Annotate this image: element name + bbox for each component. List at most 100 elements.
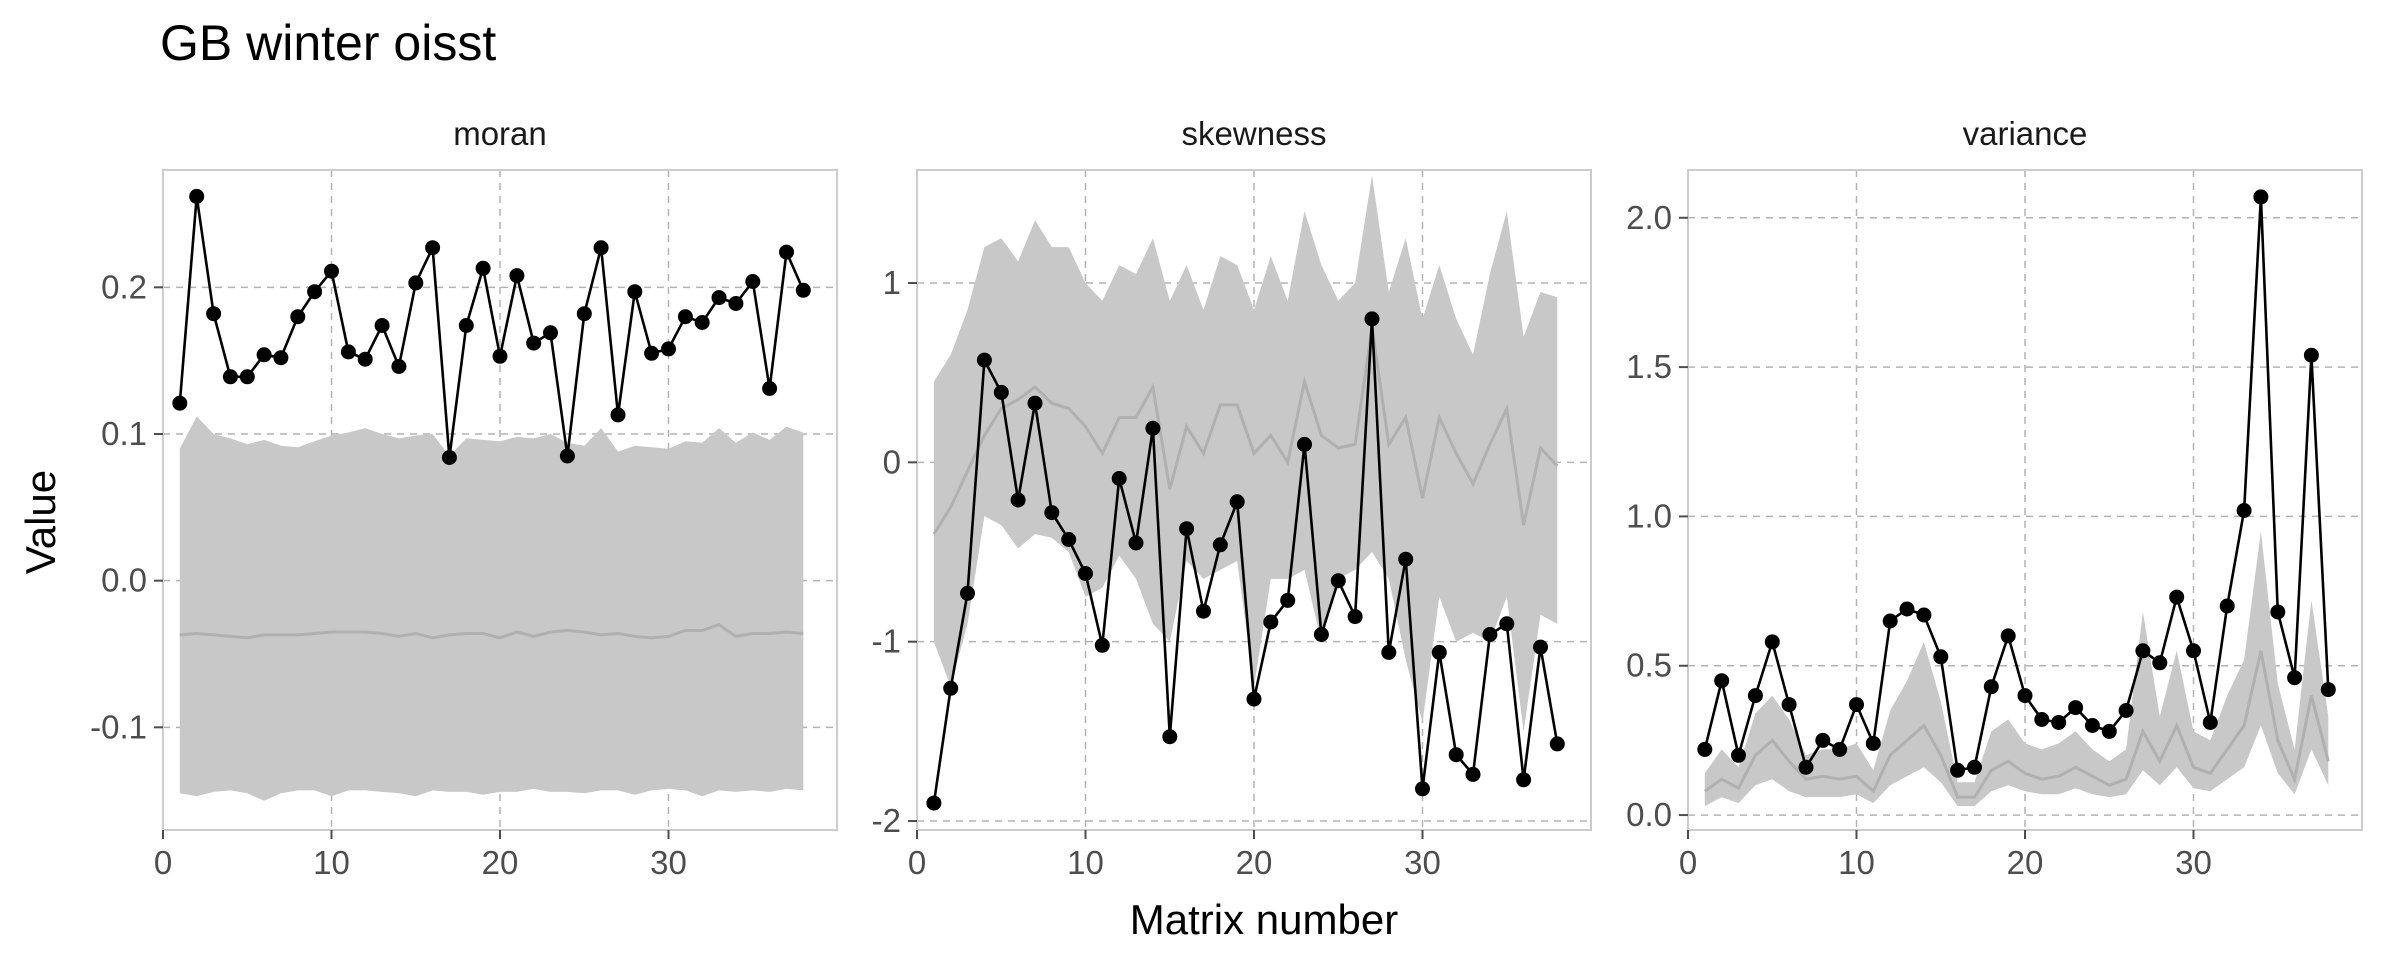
strip-label-skewness: skewness — [1182, 115, 1327, 152]
y-tick-label: -0.1 — [90, 708, 147, 745]
data-point — [2219, 598, 2235, 614]
median-line — [1703, 650, 2330, 799]
data-point — [2152, 655, 2168, 671]
data-point — [1044, 505, 1060, 521]
data-point — [1832, 741, 1848, 757]
data-point — [2118, 703, 2134, 718]
strip-label-variance: variance — [1963, 115, 2088, 152]
observed-line — [932, 318, 1559, 804]
data-point — [1078, 566, 1093, 581]
data-point — [1280, 592, 1296, 608]
x-tick-label: 10 — [313, 844, 350, 881]
data-point — [172, 395, 188, 411]
data-point — [1933, 649, 1949, 665]
data-point — [1027, 395, 1043, 411]
data-point — [1381, 644, 1397, 660]
data-point — [1229, 494, 1245, 510]
data-point — [728, 296, 744, 311]
data-point — [1061, 532, 1077, 547]
data-point — [290, 309, 306, 325]
data-point — [779, 244, 794, 260]
data-point — [2253, 189, 2269, 205]
x-tick-label: 0 — [1679, 844, 1697, 881]
data-point — [1549, 736, 1565, 752]
envelope-band — [179, 416, 804, 801]
x-tick-label: 0 — [908, 844, 926, 881]
data-point — [2051, 715, 2067, 730]
data-point — [374, 318, 390, 333]
data-point — [458, 318, 474, 333]
data-point — [960, 585, 975, 601]
data-point — [1128, 535, 1144, 551]
y-tick-label: 0 — [883, 443, 901, 480]
data-point — [1916, 607, 1932, 623]
data-point — [661, 341, 676, 357]
data-point — [1950, 762, 1966, 778]
x-tick-label: 30 — [650, 844, 687, 881]
data-point — [1263, 614, 1279, 630]
data-point — [1967, 759, 1982, 775]
y-tick-label: 0.0 — [101, 562, 147, 599]
median-line — [932, 327, 1559, 535]
y-tick-label: -2 — [872, 802, 901, 839]
data-point — [543, 325, 558, 341]
data-point — [2068, 700, 2084, 716]
x-tick-label: 20 — [1236, 844, 1273, 881]
data-point — [509, 268, 525, 284]
data-point — [1465, 766, 1481, 782]
x-tick-label: 30 — [2175, 844, 2212, 881]
data-point — [307, 284, 323, 300]
data-point — [408, 275, 424, 291]
data-point — [425, 240, 441, 256]
x-tick-label: 20 — [482, 844, 519, 881]
data-point — [324, 263, 339, 279]
data-point — [1499, 616, 1515, 632]
x-tick-label: 10 — [1838, 844, 1875, 881]
data-point — [677, 309, 693, 325]
y-axis-title: Value — [17, 470, 64, 574]
data-point — [1815, 732, 1831, 748]
y-tick-label: 0.1 — [101, 415, 147, 452]
data-point — [256, 347, 272, 363]
data-point — [206, 306, 222, 322]
data-point — [475, 260, 491, 276]
data-point — [1798, 759, 1814, 775]
data-point — [1347, 609, 1363, 625]
data-point — [2000, 628, 2016, 644]
data-point — [1145, 420, 1161, 436]
data-point — [644, 345, 660, 361]
data-point — [993, 384, 1009, 400]
data-point — [1747, 688, 1763, 704]
data-point — [1983, 679, 1999, 695]
data-point — [1398, 551, 1414, 567]
y-tick-label: 0.5 — [1626, 647, 1672, 684]
x-tick-label: 20 — [2007, 844, 2044, 881]
data-point — [559, 448, 575, 464]
data-point — [1431, 644, 1447, 660]
data-point — [391, 359, 407, 374]
data-point — [2135, 643, 2151, 659]
data-point — [1781, 697, 1797, 713]
data-point — [795, 282, 811, 298]
data-point — [745, 274, 761, 289]
data-point — [610, 407, 626, 423]
data-point — [1246, 691, 1262, 707]
y-tick-label: 0.2 — [101, 268, 147, 305]
x-tick-label: 10 — [1067, 844, 1104, 881]
data-point — [2320, 682, 2336, 698]
data-point — [1196, 603, 1211, 619]
data-point — [1731, 747, 1746, 763]
data-point — [1330, 573, 1346, 589]
median-line — [179, 623, 804, 640]
panel-skewness: skewness 0 10 20 30 -2 -1 0 1 — [872, 115, 1592, 881]
data-point — [1865, 735, 1881, 751]
x-tick-label: 0 — [154, 844, 172, 881]
data-point — [1094, 637, 1110, 653]
data-point — [2270, 604, 2286, 620]
data-point — [943, 680, 959, 696]
data-point — [1179, 521, 1195, 537]
y-tick-label: 0.0 — [1626, 796, 1672, 833]
data-point — [2034, 712, 2050, 727]
data-point — [1313, 627, 1329, 642]
data-point — [1415, 781, 1430, 797]
